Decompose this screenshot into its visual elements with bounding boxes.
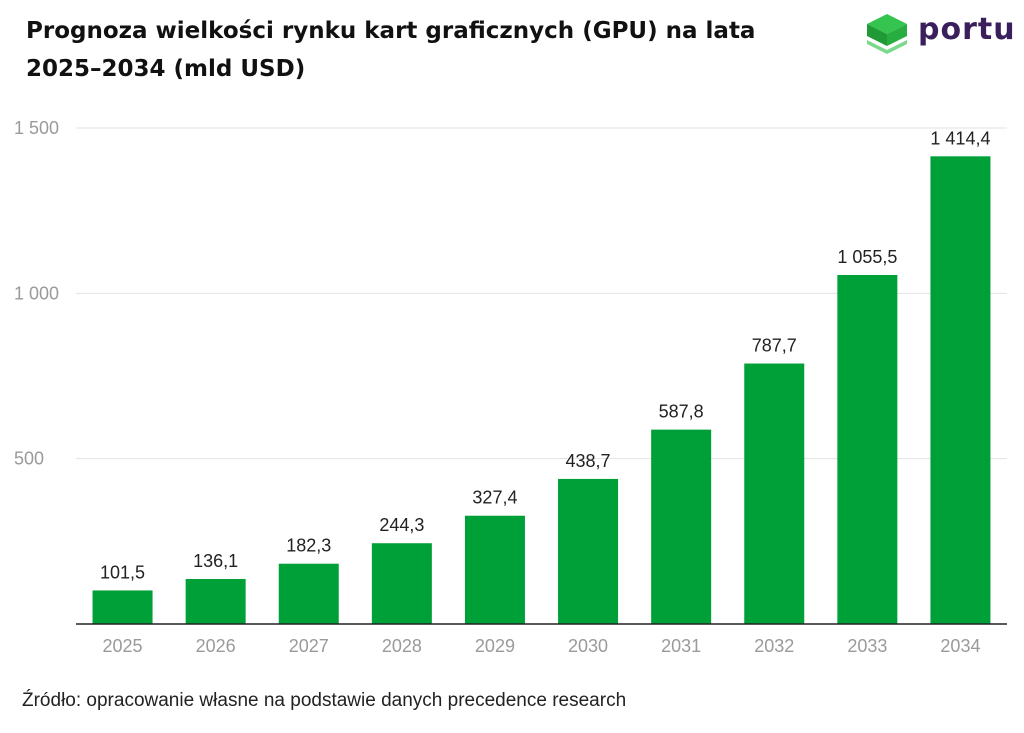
x-tick-label: 2026 <box>196 636 236 656</box>
logo-layer-right <box>887 24 907 46</box>
y-tick-label: 500 <box>14 449 44 469</box>
x-tick-label: 2032 <box>754 636 794 656</box>
data-label: 182,3 <box>286 536 331 556</box>
logo-wordmark: portu <box>918 12 1016 47</box>
x-tick-label: 2030 <box>568 636 608 656</box>
x-tick-label: 2025 <box>103 636 143 656</box>
bar <box>930 156 991 625</box>
bar <box>651 429 712 624</box>
logo-layer-bottom <box>867 40 907 54</box>
data-label: 136,1 <box>193 551 238 571</box>
x-tick-label: 2031 <box>661 636 701 656</box>
bar-chart: 500 1 000 1 500 101,5 2025 136,1 2026 182,3 2027… <box>14 118 1007 656</box>
bar <box>744 363 805 624</box>
bar <box>464 515 525 624</box>
chart-title: Prognoza wielkości rynku kart graficznyc… <box>26 18 756 82</box>
bar <box>837 274 898 624</box>
bar <box>371 543 432 624</box>
x-tick-label: 2027 <box>289 636 329 656</box>
x-tick-label: 2033 <box>847 636 887 656</box>
data-label: 244,3 <box>379 515 424 535</box>
data-label: 327,4 <box>472 488 517 508</box>
y-tick-label: 1 500 <box>14 118 59 138</box>
x-tick-label: 2028 <box>382 636 422 656</box>
bar <box>558 478 619 624</box>
data-label: 101,5 <box>100 562 145 582</box>
data-label: 787,7 <box>752 336 797 356</box>
data-label: 1 055,5 <box>837 247 897 267</box>
bar <box>278 563 339 624</box>
bar <box>92 590 153 624</box>
source-note: Źródło: opracowanie własne na podstawie … <box>22 690 627 711</box>
portu-logo: portu <box>862 10 1015 60</box>
bar <box>185 578 246 624</box>
data-label: 587,8 <box>659 402 704 422</box>
data-label: 438,7 <box>566 451 611 471</box>
logo-layer-left <box>867 24 887 46</box>
x-tick-label: 2034 <box>940 636 980 656</box>
data-label: 1 414,4 <box>930 128 990 148</box>
y-tick-label: 1 000 <box>14 283 59 303</box>
x-tick-label: 2029 <box>475 636 515 656</box>
stacked-layers-icon <box>867 14 907 54</box>
